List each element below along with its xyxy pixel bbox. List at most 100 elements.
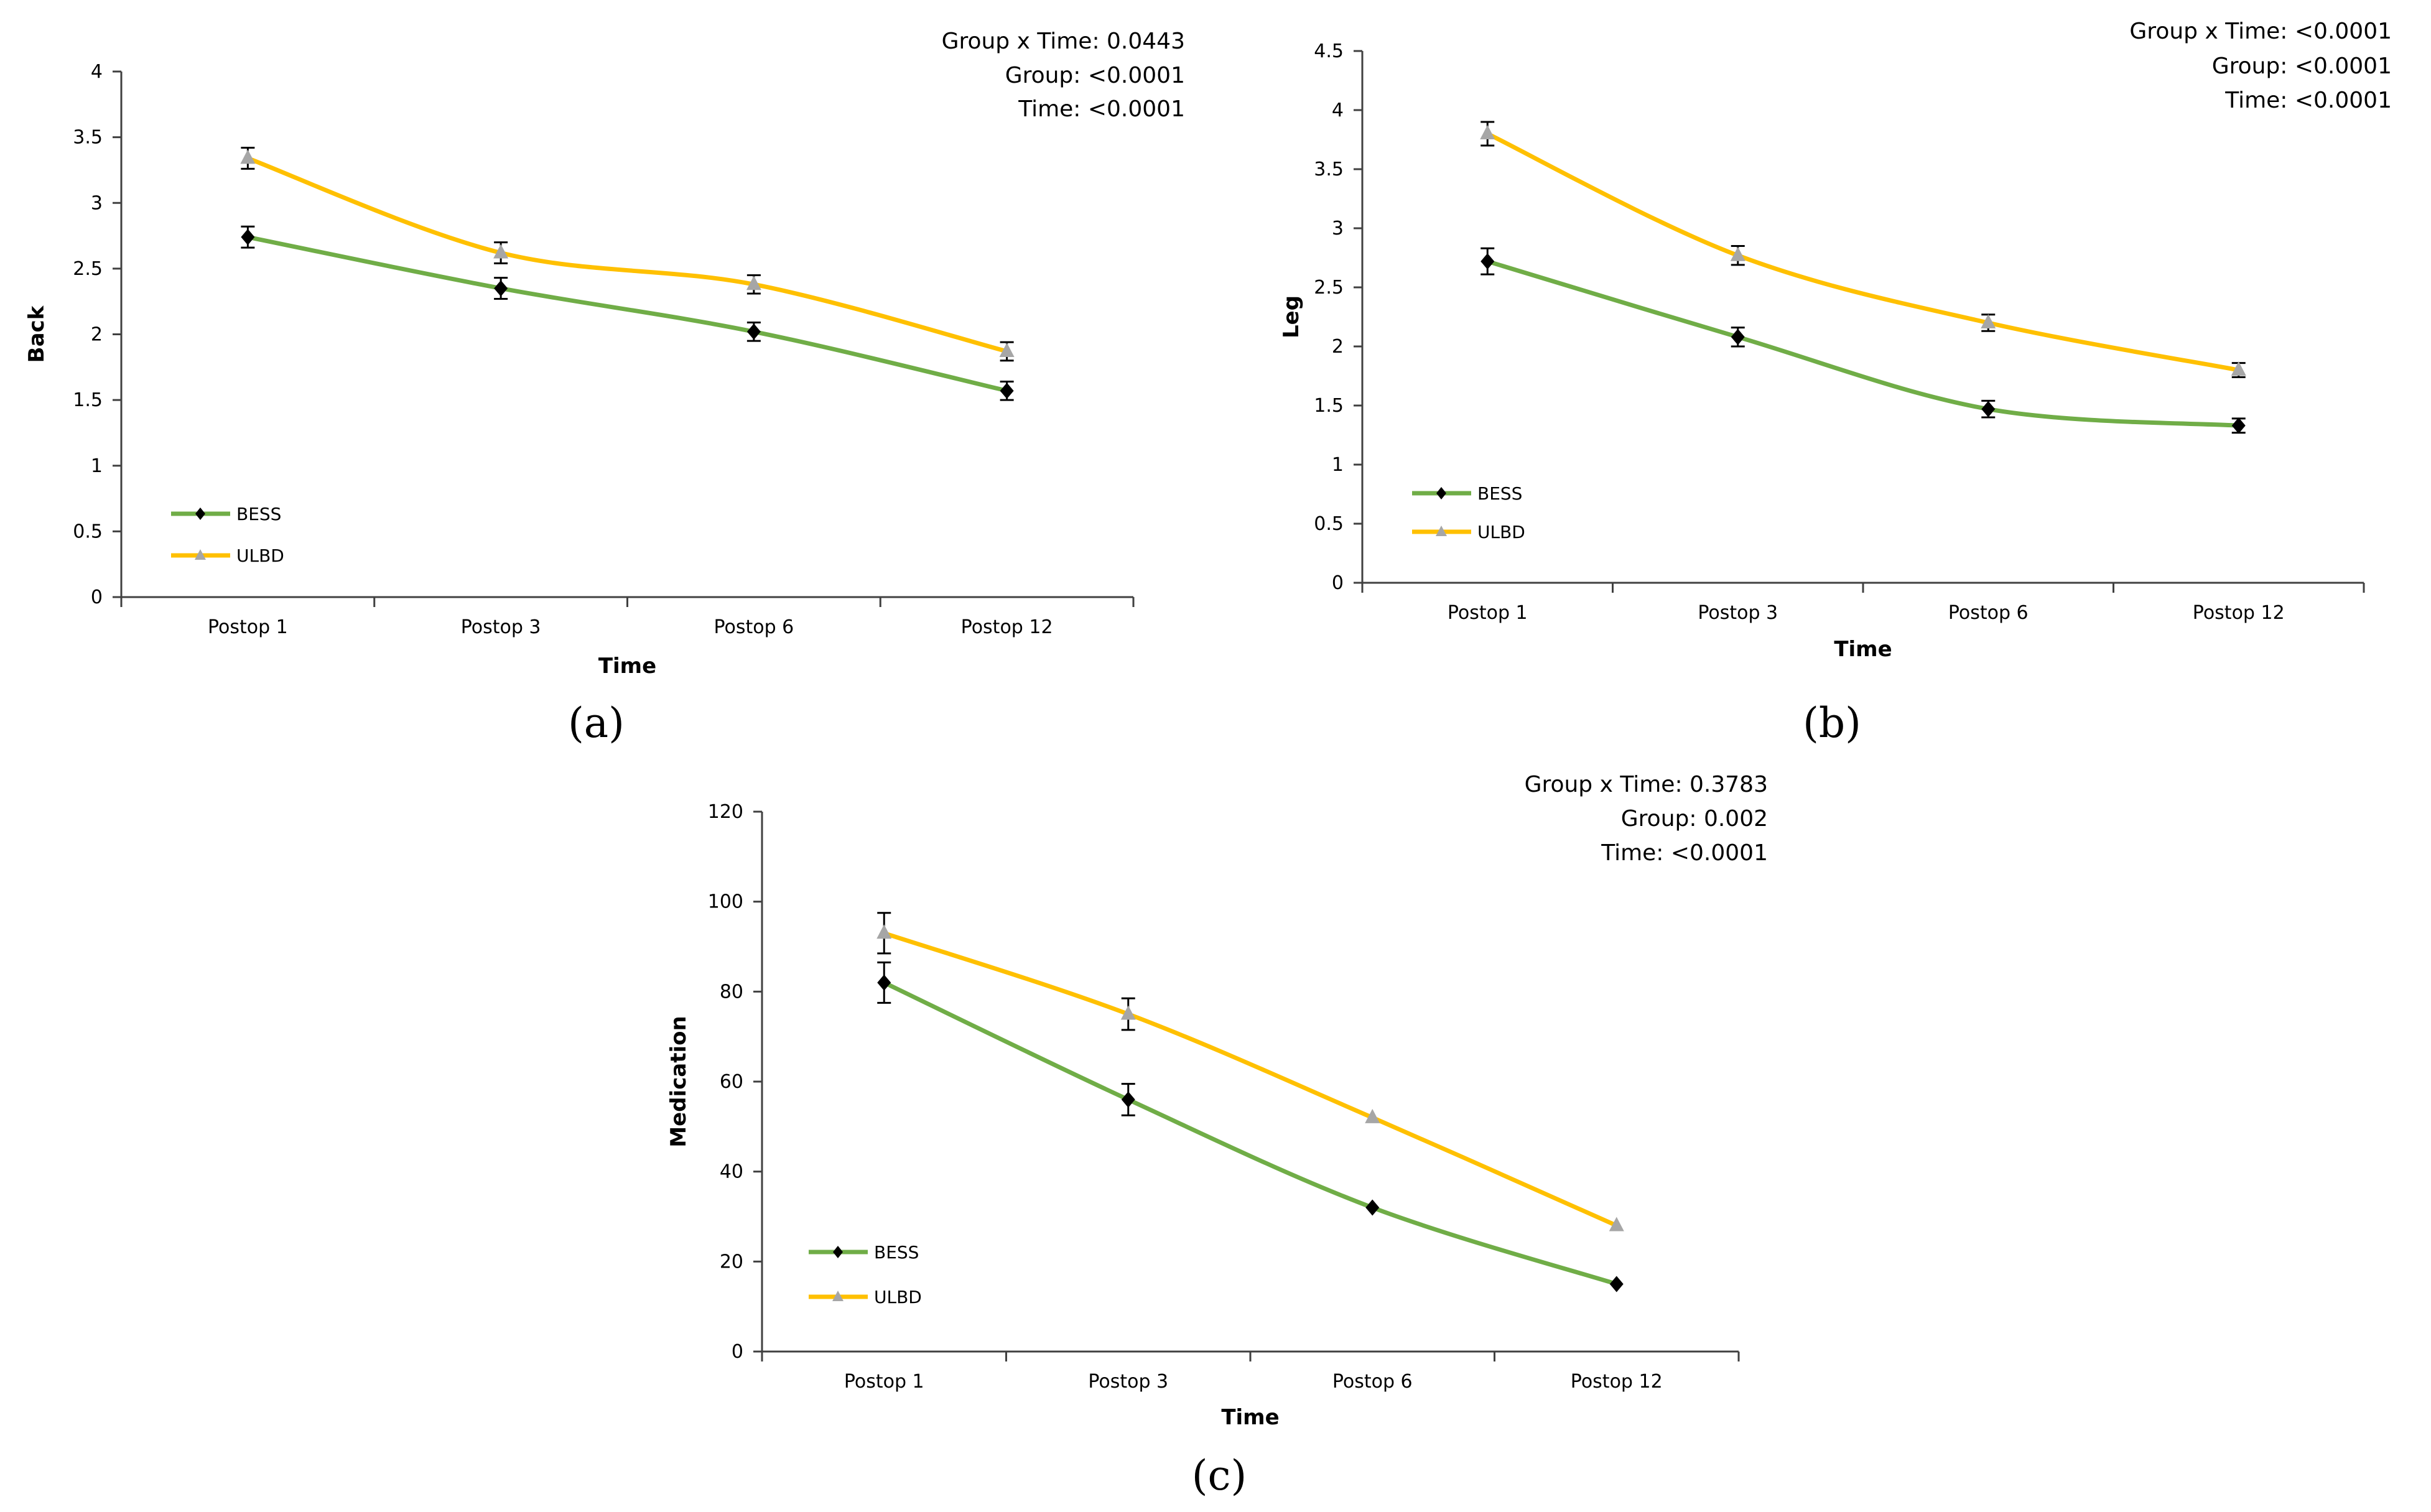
y-tick-label: 80 bbox=[720, 981, 743, 1003]
data-point-ulbd bbox=[1365, 1108, 1380, 1123]
x-tick-label: Postop 3 bbox=[1698, 602, 1778, 624]
stat-annotation: Group x Time: 0.0443 bbox=[942, 29, 1185, 54]
stat-annotation: Group: 0.002 bbox=[1621, 806, 1768, 832]
data-point-bess bbox=[1121, 1091, 1135, 1108]
y-tick-label: 0 bbox=[91, 587, 103, 608]
y-tick-label: 1.5 bbox=[1314, 395, 1344, 417]
y-tick-label: 1 bbox=[1332, 454, 1344, 476]
y-axis-title: Back bbox=[24, 305, 49, 363]
x-axis-title: Time bbox=[598, 654, 656, 679]
x-tick-label: Postop 1 bbox=[1448, 602, 1528, 624]
y-tick-label: 2.5 bbox=[1314, 277, 1344, 299]
data-point-ulbd bbox=[240, 149, 256, 164]
y-tick-label: 3 bbox=[1332, 218, 1344, 239]
legend-marker bbox=[1436, 487, 1446, 499]
stat-annotation: Group: <0.0001 bbox=[2212, 53, 2392, 79]
series-line-ulbd bbox=[883, 930, 1618, 1228]
y-tick-label: 0 bbox=[732, 1341, 743, 1363]
y-tick-label: 1 bbox=[91, 455, 103, 477]
data-point-ulbd bbox=[1730, 246, 1745, 261]
y-tick-label: 2 bbox=[1332, 336, 1344, 358]
series-line-bess bbox=[247, 234, 1008, 393]
y-tick-label: 0.5 bbox=[73, 521, 103, 542]
data-point-ulbd bbox=[1120, 1005, 1136, 1020]
y-tick-label: 3.5 bbox=[1314, 159, 1344, 180]
series-line-bess bbox=[1487, 259, 2239, 428]
panel-label: (c) bbox=[1192, 1452, 1247, 1500]
x-axis-title: Time bbox=[1834, 637, 1892, 662]
series-line-bess bbox=[883, 980, 1617, 1286]
x-tick-label: Postop 1 bbox=[208, 616, 288, 638]
data-point-ulbd bbox=[876, 924, 892, 939]
data-point-bess bbox=[1981, 401, 1996, 417]
legend-marker bbox=[1436, 526, 1447, 536]
data-point-ulbd bbox=[1480, 125, 1495, 139]
y-tick-label: 4 bbox=[91, 61, 103, 83]
legend-marker bbox=[195, 508, 205, 520]
y-tick-label: 4 bbox=[1332, 100, 1344, 121]
panel-c: 0 20 40 60 80 100 120 Postop 1 Postop 3 Postop 6 P… bbox=[666, 772, 1768, 1500]
panel-label: (b) bbox=[1803, 699, 1861, 747]
data-point-ulbd bbox=[2231, 361, 2246, 376]
data-point-bess bbox=[1365, 1199, 1380, 1216]
panel-b: 0 0.5 1 1.5 2 2.5 3 3.5 4 4.5 Postop 1 Postop 3 Post… bbox=[1279, 19, 2392, 747]
y-tick-label: 3.5 bbox=[73, 127, 103, 149]
data-point-ulbd bbox=[1981, 314, 1996, 328]
y-axis-title: Leg bbox=[1279, 295, 1304, 338]
stat-annotation: Time: <0.0001 bbox=[1601, 840, 1768, 866]
x-tick-label: Postop 1 bbox=[844, 1371, 924, 1393]
series-line-ulbd bbox=[247, 156, 1008, 354]
x-tick-label: Postop 6 bbox=[713, 616, 794, 638]
data-point-bess bbox=[1609, 1276, 1624, 1292]
legend-label: ULBD bbox=[1477, 522, 1525, 542]
y-axis-title: Medication bbox=[666, 1016, 691, 1147]
stat-annotation: Time: <0.0001 bbox=[1018, 96, 1185, 122]
x-tick-label: Postop 3 bbox=[1088, 1371, 1168, 1393]
y-tick-label: 2 bbox=[91, 324, 103, 346]
legend-marker bbox=[832, 1291, 844, 1301]
x-tick-label: Postop 6 bbox=[1948, 602, 2029, 624]
y-tick-label: 20 bbox=[720, 1251, 743, 1273]
legend-label: BESS bbox=[236, 504, 281, 524]
stat-annotation: Group x Time: <0.0001 bbox=[2129, 19, 2392, 44]
data-point-ulbd bbox=[999, 342, 1015, 357]
y-tick-label: 4.5 bbox=[1314, 40, 1344, 62]
x-tick-label: Postop 12 bbox=[961, 616, 1053, 638]
x-tick-label: Postop 6 bbox=[1332, 1371, 1413, 1393]
legend-label: ULBD bbox=[874, 1287, 922, 1307]
legend-label: BESS bbox=[874, 1242, 919, 1263]
data-point-bess bbox=[1480, 253, 1495, 270]
data-point-bess bbox=[1731, 328, 1745, 345]
y-tick-label: 0.5 bbox=[1314, 513, 1344, 535]
data-point-ulbd bbox=[1609, 1217, 1624, 1231]
data-point-bess bbox=[241, 229, 255, 246]
y-tick-label: 100 bbox=[708, 891, 743, 913]
data-point-bess bbox=[2231, 417, 2246, 434]
panel-a: 0 0.5 1 1.5 2 2.5 3 3.5 4 Postop 1 Postop 3 Postop … bbox=[24, 29, 1185, 747]
legend-marker bbox=[195, 549, 206, 560]
stat-annotation: Group x Time: 0.3783 bbox=[1525, 772, 1768, 797]
y-tick-label: 120 bbox=[708, 801, 743, 823]
data-point-bess bbox=[877, 974, 891, 991]
x-tick-label: Postop 3 bbox=[461, 616, 541, 638]
data-point-bess bbox=[1000, 383, 1014, 399]
panel-label: (a) bbox=[568, 699, 625, 747]
data-point-ulbd bbox=[493, 244, 509, 259]
data-point-bess bbox=[746, 323, 761, 340]
series-line-ulbd bbox=[1486, 131, 2239, 373]
y-tick-label: 3 bbox=[91, 192, 103, 214]
y-tick-label: 0 bbox=[1332, 572, 1344, 594]
x-axis-title: Time bbox=[1221, 1405, 1279, 1430]
legend-label: ULBD bbox=[236, 545, 284, 566]
x-tick-label: Postop 12 bbox=[2193, 602, 2285, 624]
data-point-ulbd bbox=[746, 276, 761, 290]
legend-label: BESS bbox=[1477, 483, 1522, 504]
y-tick-label: 60 bbox=[720, 1071, 743, 1093]
y-tick-label: 1.5 bbox=[73, 389, 103, 411]
data-point-bess bbox=[494, 280, 508, 297]
legend-marker bbox=[833, 1246, 843, 1258]
y-tick-label: 2.5 bbox=[73, 258, 103, 280]
stat-annotation: Time: <0.0001 bbox=[2224, 88, 2392, 113]
stat-annotation: Group: <0.0001 bbox=[1005, 63, 1185, 88]
